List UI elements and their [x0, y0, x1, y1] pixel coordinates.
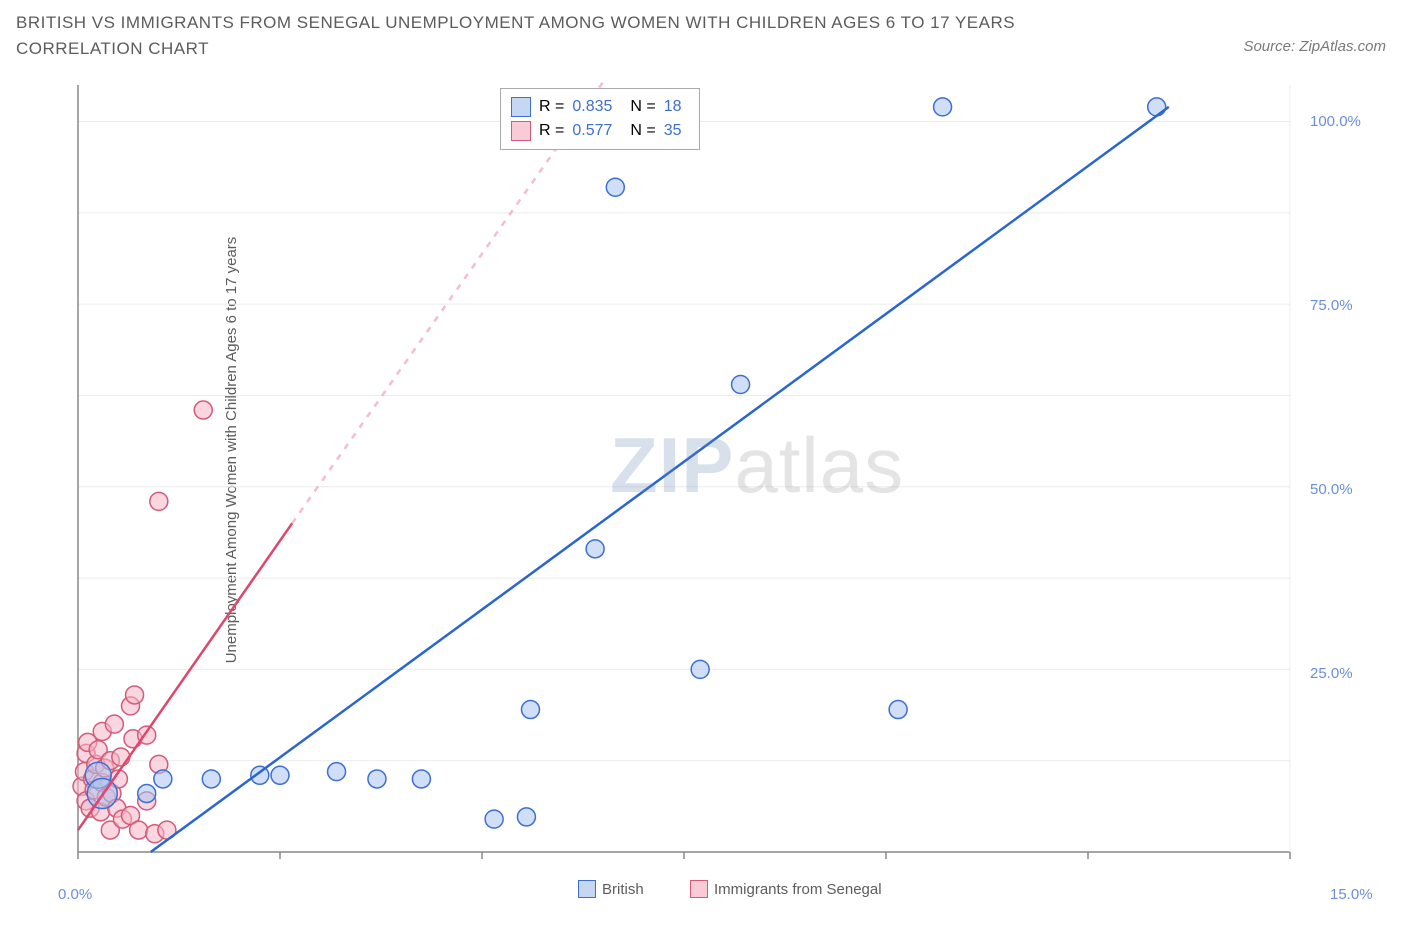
y-tick-75: 75.0% [1310, 297, 1353, 314]
swatch-british-icon [578, 880, 596, 898]
x-tick-0: 0.0% [58, 886, 92, 903]
legend-british: British [578, 880, 644, 898]
y-tick-100: 100.0% [1310, 113, 1361, 130]
correlation-scatter-plot: ZIPatlas R = 0.835 N = 18 R = 0.577 N = … [70, 80, 1370, 870]
source-attribution: Source: ZipAtlas.com [1243, 38, 1386, 55]
r-label: R = [539, 119, 564, 143]
y-tick-25: 25.0% [1310, 665, 1353, 682]
n-label: N = [630, 95, 655, 119]
chart-title: BRITISH VS IMMIGRANTS FROM SENEGAL UNEMP… [16, 10, 1116, 63]
legend-label-british: British [602, 881, 644, 898]
r-value-british: 0.835 [572, 95, 622, 119]
n-value-british: 18 [664, 95, 689, 119]
y-tick-50: 50.0% [1310, 481, 1353, 498]
n-value-senegal: 35 [664, 119, 689, 143]
n-label: N = [630, 119, 655, 143]
swatch-senegal-icon [690, 880, 708, 898]
stats-legend-box: R = 0.835 N = 18 R = 0.577 N = 35 [500, 88, 700, 150]
stats-row-british: R = 0.835 N = 18 [511, 95, 689, 119]
r-label: R = [539, 95, 564, 119]
legend-label-senegal: Immigrants from Senegal [714, 881, 882, 898]
x-tick-15: 15.0% [1330, 886, 1373, 903]
stats-row-senegal: R = 0.577 N = 35 [511, 119, 689, 143]
legend-senegal: Immigrants from Senegal [690, 880, 882, 898]
swatch-british-icon [511, 97, 531, 117]
plot-svg [70, 80, 1370, 870]
r-value-senegal: 0.577 [572, 119, 622, 143]
swatch-senegal-icon [511, 121, 531, 141]
